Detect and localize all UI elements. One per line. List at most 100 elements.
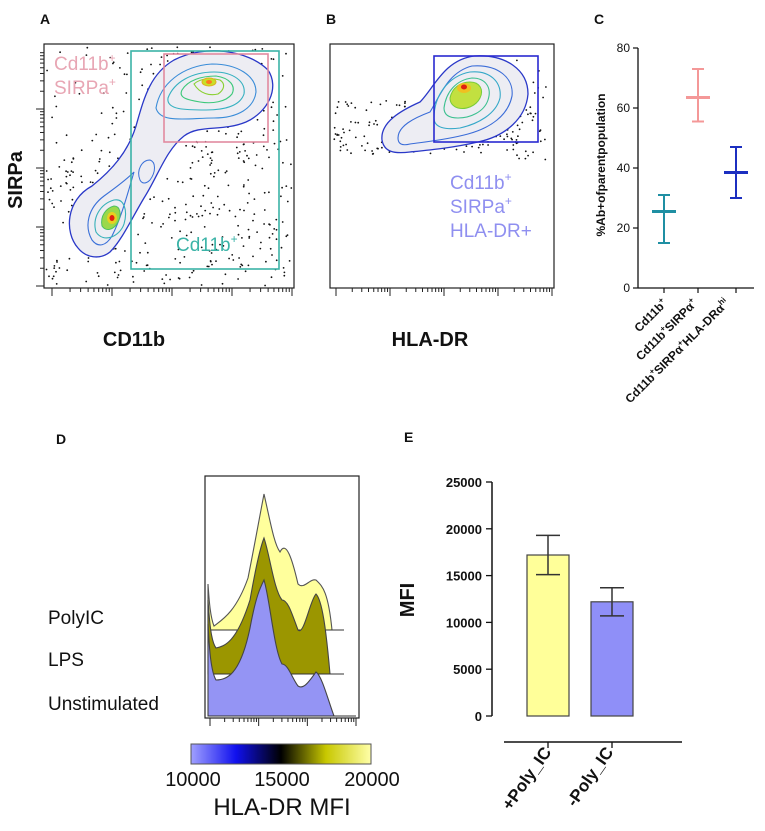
flow-event-dot <box>282 161 284 164</box>
flow-event-dot <box>364 149 366 152</box>
flow-event-dot <box>52 275 55 278</box>
flow-event-dot <box>51 116 53 119</box>
flow-event-dot <box>255 154 258 156</box>
flow-event-dot <box>102 92 105 95</box>
panel-e-label: E <box>404 429 413 445</box>
flow-event-dot <box>237 132 240 135</box>
flow-event-dot <box>85 54 88 56</box>
flow-event-dot <box>69 189 72 191</box>
flow-event-dot <box>527 113 529 116</box>
panel-c-label: C <box>594 11 604 27</box>
flow-event-dot <box>166 177 169 180</box>
flow-event-dot <box>232 259 235 261</box>
panel-e: E 0 5000 10000 15000 20000 25000 MFI +Poly_IC… <box>397 429 682 814</box>
flow-event-dot <box>361 145 363 147</box>
flow-event-dot <box>224 171 227 174</box>
flow-event-dot <box>161 278 164 280</box>
flow-event-dot <box>55 105 58 108</box>
flow-event-dot <box>165 274 168 276</box>
flow-event-dot <box>224 273 227 276</box>
panel-a-density-core <box>109 215 115 221</box>
flow-event-dot <box>100 112 103 114</box>
colorbar <box>190 743 372 765</box>
panel-a-density-core <box>206 80 212 84</box>
flow-event-dot <box>159 63 162 66</box>
flow-event-dot <box>241 237 243 239</box>
panel-b-gate-label2: SIRPa+ <box>450 194 512 218</box>
panel-b-contour <box>397 65 513 146</box>
flow-event-dot <box>184 218 187 221</box>
flow-event-dot <box>146 251 149 254</box>
flow-event-dot <box>368 121 371 124</box>
flow-event-dot <box>170 237 173 239</box>
flow-event-dot <box>252 255 254 258</box>
panel-a-gate-outer-label2: SIRPa+ <box>54 75 116 99</box>
panel-a: A Cd11b+ SIRPa+ C <box>5 11 295 351</box>
flow-event-dot <box>385 100 388 102</box>
chart-e-ytick-label: 25000 <box>446 475 482 490</box>
flow-event-dot <box>116 276 119 279</box>
flow-event-dot <box>218 208 221 210</box>
flow-event-dot <box>285 235 288 238</box>
flow-event-dot <box>334 133 337 135</box>
flow-event-dot <box>285 185 288 188</box>
flow-event-dot <box>132 275 134 278</box>
flow-event-dot <box>141 84 144 87</box>
flow-event-dot <box>143 213 146 215</box>
chart-c-ytick-label: 20 <box>617 221 631 235</box>
flow-event-dot <box>208 250 211 252</box>
flow-event-dot <box>239 208 241 211</box>
flow-event-dot <box>379 103 382 106</box>
flow-event-dot <box>281 221 284 223</box>
flow-event-dot <box>268 156 270 159</box>
flow-event-dot <box>404 102 406 104</box>
flow-event-dot <box>544 158 547 161</box>
flow-event-dot <box>269 247 272 250</box>
flow-event-dot <box>209 46 211 49</box>
flow-event-dot <box>261 167 264 170</box>
colorbar-min: 10000 <box>165 769 221 791</box>
flow-event-dot <box>518 157 520 160</box>
flow-event-dot <box>135 261 138 264</box>
flow-event-dot <box>228 257 231 260</box>
flow-event-dot <box>138 98 141 101</box>
flow-event-dot <box>80 175 83 178</box>
flow-event-dot <box>290 187 293 189</box>
flow-event-dot <box>259 247 262 250</box>
flow-event-dot <box>55 283 58 285</box>
flow-event-dot <box>124 250 126 252</box>
flow-event-dot <box>266 149 268 151</box>
flow-event-dot <box>174 211 177 214</box>
flow-event-dot <box>339 149 342 152</box>
flow-event-dot <box>72 186 75 189</box>
flow-event-dot <box>212 206 215 209</box>
flow-event-dot <box>174 219 176 222</box>
flow-event-dot <box>49 187 52 190</box>
flow-event-dot <box>270 58 273 60</box>
flow-event-dot <box>119 269 122 272</box>
panel-b-xlabel: HLA-DR <box>392 329 469 351</box>
colorbar-title: HLA-DR MFI <box>213 794 350 821</box>
flow-event-dot <box>58 267 61 269</box>
flow-event-dot <box>365 109 368 112</box>
flow-event-dot <box>80 149 83 152</box>
flow-event-dot <box>144 242 147 245</box>
chart-e-ytick-label: 10000 <box>446 615 482 630</box>
flow-event-dot <box>197 160 200 162</box>
flow-event-dot <box>114 247 117 250</box>
flow-event-dot <box>521 121 524 124</box>
flow-event-dot <box>70 170 73 173</box>
flow-event-dot <box>247 228 250 231</box>
flow-event-dot <box>59 51 61 54</box>
flow-event-dot <box>465 145 468 148</box>
chart-c-marker <box>652 194 676 244</box>
cat2-sup: + <box>658 324 668 334</box>
flow-event-dot <box>206 265 209 268</box>
panel-b-contour <box>433 71 501 130</box>
flow-event-dot <box>243 209 245 212</box>
colorbar-mid: 15000 <box>254 769 310 791</box>
flow-event-dot <box>281 75 284 77</box>
panel-a-gate-sirpa <box>163 53 269 143</box>
flow-event-dot <box>263 191 266 194</box>
flow-event-dot <box>240 130 243 133</box>
